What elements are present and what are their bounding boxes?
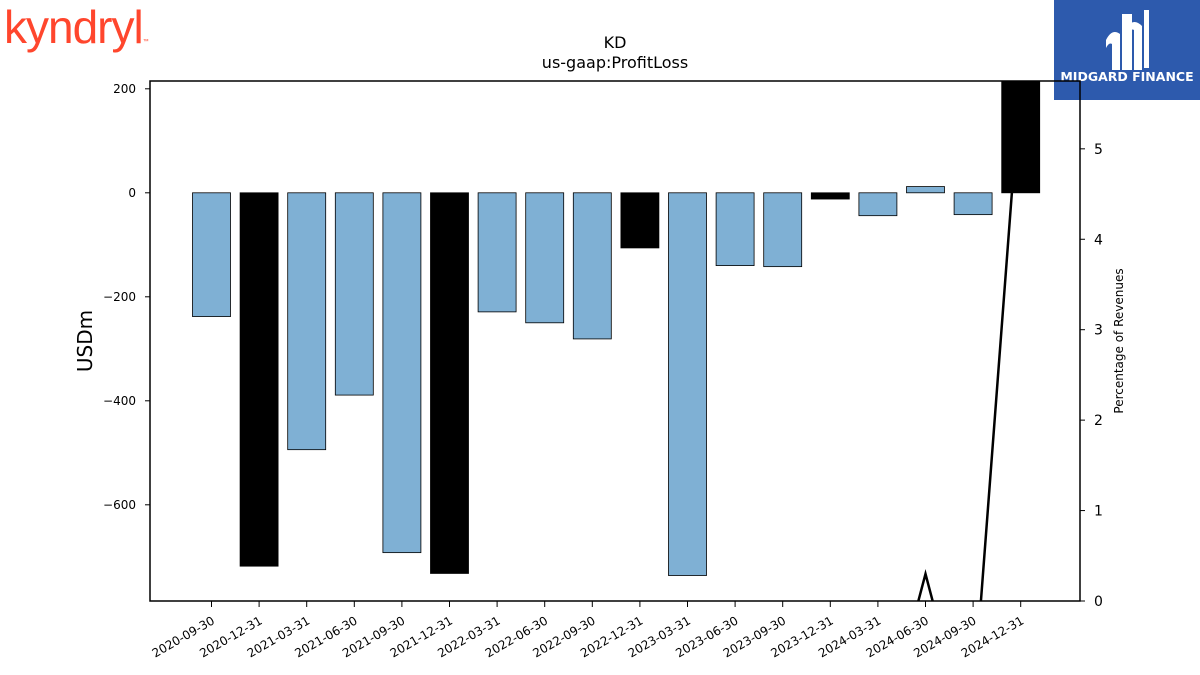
bar-2024-12-31 — [1001, 81, 1041, 194]
bar-2022-06-30 — [525, 192, 565, 324]
bar-2021-06-30 — [334, 192, 374, 396]
y-tick-label: −400 — [103, 394, 136, 408]
bar-2022-03-31 — [477, 192, 517, 313]
bar-2021-03-31 — [287, 192, 327, 451]
midgard-finance-name: MIDGARD FINANCE — [1060, 69, 1194, 84]
chart-subtitle: us-gaap:ProfitLoss — [542, 53, 688, 72]
y2-tick-label: 1 — [1094, 504, 1103, 520]
y-tick-label: 200 — [113, 82, 136, 96]
percentage-of-revenues-line — [917, 81, 1022, 601]
line-series-group — [917, 81, 1022, 601]
y-axis-right: 0 1 2 3 4 5 — [1080, 142, 1103, 610]
kyndryl-logo-text: kyndryl — [4, 1, 144, 53]
y-tick-label: −600 — [103, 498, 136, 512]
y2-tick-label: 0 — [1094, 594, 1103, 610]
y-tick-label: −200 — [103, 290, 136, 304]
midgard-emblem-icon — [1106, 10, 1149, 70]
bar-2023-03-31 — [668, 192, 707, 576]
bar-2023-12-31 — [810, 192, 850, 200]
y-axis-left: 200 0 −200 −400 −600 — [103, 82, 150, 512]
bar-2020-12-31 — [239, 192, 279, 567]
chart-title: KD — [604, 33, 627, 52]
y-axis-label: USDm — [73, 310, 97, 372]
y-tick-label: 0 — [128, 186, 136, 200]
y2-tick-label: 3 — [1094, 323, 1103, 339]
y2-tick-label: 4 — [1094, 232, 1103, 248]
y2-tick-label: 5 — [1094, 142, 1103, 158]
bar-2022-09-30 — [572, 192, 612, 340]
bar-2022-12-31 — [620, 192, 660, 249]
x-axis: 2020-09-302020-12-312021-03-312021-06-30… — [150, 601, 1026, 660]
bar-2020-09-30 — [192, 192, 231, 317]
bar-2024-03-31 — [858, 192, 898, 217]
y2-tick-label: 2 — [1094, 413, 1103, 429]
kyndryl-logo: kyndryl™ — [4, 1, 149, 53]
plot-frame — [149, 80, 1081, 602]
bar-2024-09-30 — [953, 192, 993, 216]
y2-axis-label: Percentage of Revenues — [1112, 268, 1126, 413]
bar-2023-06-30 — [715, 192, 755, 267]
bar-2021-09-30 — [382, 192, 422, 554]
bar-2021-12-31 — [430, 192, 469, 574]
bar-2023-09-30 — [763, 192, 803, 268]
bars-group — [192, 81, 1041, 576]
bar-2024-06-30 — [906, 186, 945, 194]
midgard-finance-logo: MIDGARD FINANCE — [1054, 0, 1200, 100]
